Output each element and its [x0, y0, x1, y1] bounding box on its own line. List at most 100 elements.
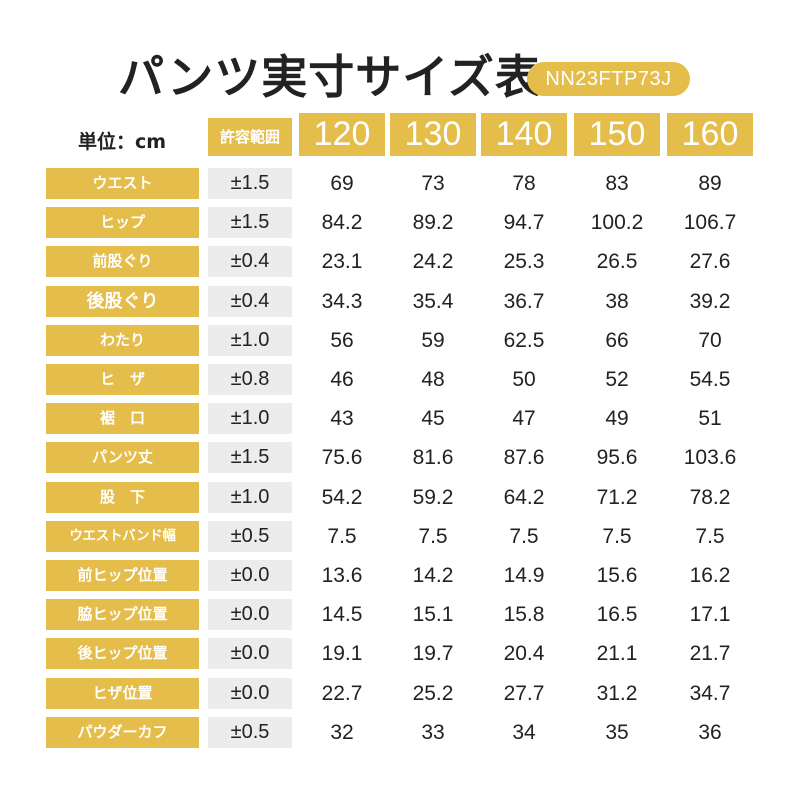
- table-cell: 14.9: [503, 564, 545, 587]
- table-cell: 38: [605, 290, 629, 313]
- row-label: 前股ぐり: [46, 246, 199, 277]
- unit-label: 単位：cm: [78, 131, 167, 153]
- table-cell: 20.4: [503, 642, 545, 665]
- row-tolerance: ±0.4: [208, 286, 292, 317]
- row-label: わたり: [46, 325, 199, 356]
- row-label: ウエスト: [46, 168, 199, 199]
- table-cell: 46: [330, 368, 354, 391]
- table-cell: 19.1: [321, 642, 363, 665]
- table-cell: 54.2: [321, 486, 363, 509]
- row-tolerance: ±0.4: [208, 246, 292, 277]
- table-cell: 48: [421, 368, 445, 391]
- table-cell: 14.5: [321, 603, 363, 626]
- table-cell: 83: [605, 172, 629, 195]
- table-cell: 21.1: [596, 642, 638, 665]
- table-cell: 7.5: [418, 525, 448, 548]
- table-cell: 34: [512, 721, 536, 744]
- page-title: パンツ実寸サイズ表: [118, 50, 542, 104]
- row-tolerance: ±1.5: [208, 442, 292, 473]
- row-label: 脇ヒップ位置: [46, 599, 199, 630]
- table-cell: 51: [698, 407, 722, 430]
- row-label: 股 下: [46, 482, 199, 513]
- table-cell: 100.2: [590, 211, 644, 234]
- table-cell: 69: [330, 172, 354, 195]
- table-cell: 89.2: [412, 211, 454, 234]
- table-cell: 78.2: [689, 486, 731, 509]
- table-cell: 16.5: [596, 603, 638, 626]
- table-cell: 59: [421, 329, 445, 352]
- table-cell: 84.2: [321, 211, 363, 234]
- table-cell: 14.2: [412, 564, 454, 587]
- table-cell: 106.7: [683, 211, 737, 234]
- row-tolerance: ±1.5: [208, 207, 292, 238]
- table-cell: 35.4: [412, 290, 454, 313]
- table-cell: 50: [512, 368, 536, 391]
- row-label: 前ヒップ位置: [46, 560, 199, 591]
- row-tolerance: ±1.0: [208, 325, 292, 356]
- table-cell: 13.6: [321, 564, 363, 587]
- table-cell: 64.2: [503, 486, 545, 509]
- table-cell: 24.2: [412, 250, 454, 273]
- row-tolerance: ±0.0: [208, 678, 292, 709]
- table-cell: 21.7: [689, 642, 731, 665]
- title-area: パンツ実寸サイズ表 NN23FTP73J: [0, 42, 800, 112]
- row-tolerance: ±0.0: [208, 599, 292, 630]
- size-header-130: 130: [390, 113, 476, 156]
- table-cell: 25.3: [503, 250, 545, 273]
- row-tolerance: ±0.5: [208, 717, 292, 748]
- table-cell: 31.2: [596, 682, 638, 705]
- table-cell: 71.2: [596, 486, 638, 509]
- row-label: ヒップ: [46, 207, 199, 238]
- row-label: 後ヒップ位置: [46, 638, 199, 669]
- row-tolerance: ±1.5: [208, 168, 292, 199]
- table-cell: 7.5: [327, 525, 357, 548]
- table-cell: 45: [421, 407, 445, 430]
- table-cell: 59.2: [412, 486, 454, 509]
- size-header-140: 140: [481, 113, 567, 156]
- table-cell: 35: [605, 721, 629, 744]
- table-cell: 15.1: [412, 603, 454, 626]
- product-code-badge: NN23FTP73J: [527, 62, 690, 96]
- table-cell: 19.7: [412, 642, 454, 665]
- row-label: 裾 口: [46, 403, 199, 434]
- table-cell: 7.5: [695, 525, 725, 548]
- table-cell: 62.5: [503, 329, 545, 352]
- size-header-120: 120: [299, 113, 385, 156]
- table-cell: 70: [698, 329, 722, 352]
- table-cell: 27.7: [503, 682, 545, 705]
- table-cell: 15.8: [503, 603, 545, 626]
- table-cell: 89: [698, 172, 722, 195]
- table-cell: 17.1: [689, 603, 731, 626]
- size-header-160: 160: [667, 113, 753, 156]
- row-label: ヒザ位置: [46, 678, 199, 709]
- table-cell: 73: [421, 172, 445, 195]
- table-cell: 47: [512, 407, 536, 430]
- table-cell: 16.2: [689, 564, 731, 587]
- row-tolerance: ±0.5: [208, 521, 292, 552]
- row-tolerance: ±1.0: [208, 482, 292, 513]
- table-cell: 49: [605, 407, 629, 430]
- table-cell: 32: [330, 721, 354, 744]
- table-cell: 94.7: [503, 211, 545, 234]
- table-cell: 34.7: [689, 682, 731, 705]
- row-label: 後股ぐり: [46, 286, 199, 317]
- row-tolerance: ±0.0: [208, 560, 292, 591]
- table-cell: 78: [512, 172, 536, 195]
- table-cell: 56: [330, 329, 354, 352]
- row-tolerance: ±0.0: [208, 638, 292, 669]
- table-cell: 26.5: [596, 250, 638, 273]
- row-label: パンツ丈: [46, 442, 199, 473]
- table-cell: 87.6: [503, 446, 545, 469]
- row-label: パウダーカフ: [46, 717, 199, 748]
- table-cell: 23.1: [321, 250, 363, 273]
- size-header-150: 150: [574, 113, 660, 156]
- row-tolerance: ±1.0: [208, 403, 292, 434]
- row-tolerance: ±0.8: [208, 364, 292, 395]
- table-cell: 34.3: [321, 290, 363, 313]
- table-cell: 7.5: [602, 525, 632, 548]
- table-cell: 81.6: [412, 446, 454, 469]
- table-cell: 22.7: [321, 682, 363, 705]
- table-cell: 39.2: [689, 290, 731, 313]
- table-cell: 52: [605, 368, 629, 391]
- table-cell: 36: [698, 721, 722, 744]
